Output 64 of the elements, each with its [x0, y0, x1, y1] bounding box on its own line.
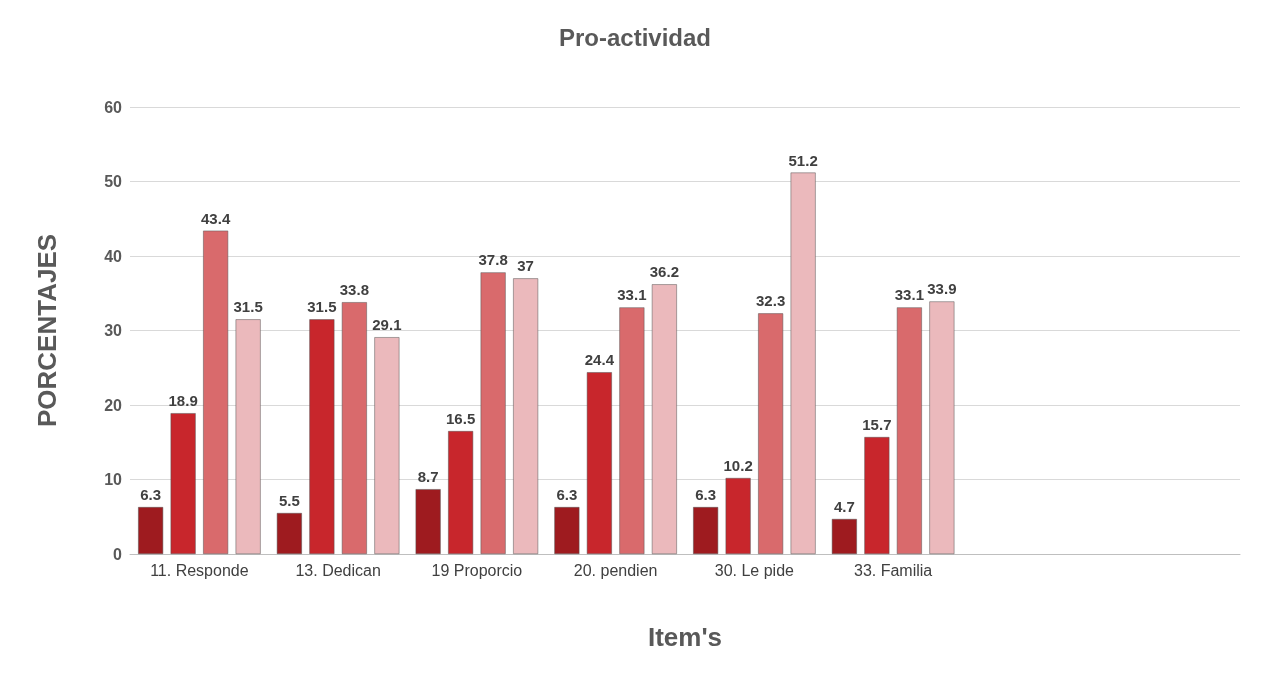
bar	[725, 478, 751, 554]
bar	[276, 513, 302, 554]
data-label: 6.3	[556, 486, 578, 504]
data-label: 16.5	[446, 410, 476, 428]
x-tick-label: 11. Responde	[150, 561, 249, 579]
x-tick-label: 19 Proporcio	[431, 561, 523, 579]
y-tick-label: 0	[113, 545, 123, 563]
data-label: 33.8	[339, 281, 369, 299]
x-tick-label: 20. pendien	[573, 561, 658, 579]
bar	[554, 507, 580, 554]
x-tick-label: 13. Dedican	[295, 561, 381, 579]
bar	[513, 278, 539, 554]
data-label: 24.4	[584, 351, 615, 369]
x-axis-title: Item's	[647, 622, 723, 652]
bar	[693, 507, 719, 554]
bar	[896, 307, 922, 554]
data-label: 29.1	[372, 316, 402, 334]
bar	[341, 302, 367, 554]
data-label: 15.7	[862, 416, 892, 434]
chart-title: Pro-actividad	[558, 23, 712, 51]
bar	[138, 507, 164, 554]
data-label: 31.5	[307, 298, 337, 316]
bar	[309, 319, 335, 554]
data-label: 6.3	[695, 486, 717, 504]
bar	[586, 372, 612, 554]
bar	[619, 307, 645, 554]
bar	[790, 172, 816, 554]
y-tick-label: 30	[104, 322, 123, 339]
data-label: 33.1	[894, 286, 924, 304]
data-label: 33.1	[617, 286, 647, 304]
bar	[374, 337, 400, 554]
data-label: 51.2	[788, 151, 818, 169]
bar	[448, 431, 474, 554]
bar	[203, 230, 229, 554]
bar	[170, 413, 196, 554]
bar	[235, 319, 261, 554]
data-label: 33.9	[927, 280, 957, 298]
data-label: 4.7	[833, 497, 855, 515]
data-label: 31.5	[233, 298, 263, 316]
y-tick-label: 10	[104, 471, 123, 488]
y-tick-label: 20	[104, 396, 123, 414]
data-label: 10.2	[723, 457, 753, 475]
data-label: 6.3	[140, 486, 162, 504]
bar	[864, 437, 890, 554]
data-label: 18.9	[168, 392, 198, 410]
x-tick-label: 30. Le pide	[714, 561, 795, 579]
bar	[415, 489, 441, 554]
bar	[929, 301, 955, 554]
data-label: 8.7	[417, 468, 439, 486]
data-label: 5.5	[278, 492, 300, 510]
bar	[651, 284, 677, 554]
data-label: 37.8	[478, 251, 508, 269]
bar	[480, 272, 506, 554]
y-tick-label: 60	[104, 98, 123, 116]
y-tick-label: 40	[104, 247, 123, 265]
bar	[831, 518, 857, 554]
x-tick-label: 33. Familia	[854, 561, 933, 579]
y-axis-title: PORCENTAJES	[32, 233, 62, 428]
data-label: 36.2	[649, 263, 679, 281]
data-label: 37	[517, 257, 534, 275]
data-label: 43.4	[201, 209, 231, 227]
bar	[758, 313, 784, 554]
y-tick-label: 50	[104, 173, 123, 190]
data-label: 32.3	[756, 292, 786, 310]
